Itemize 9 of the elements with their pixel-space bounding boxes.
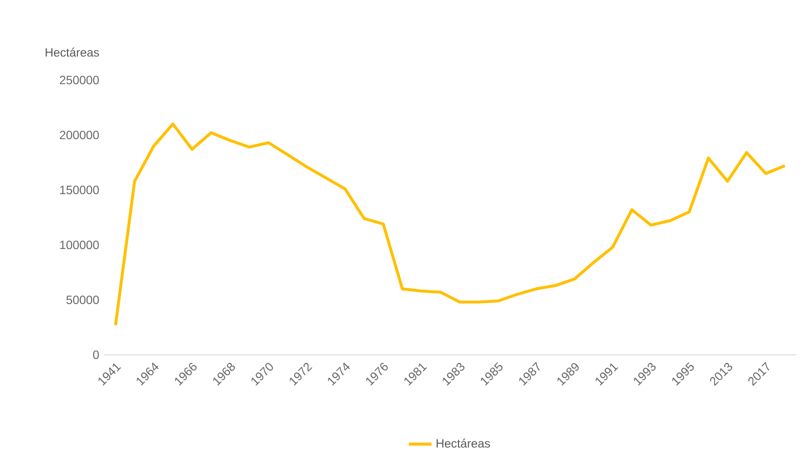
- y-tick-label: 200000: [60, 130, 99, 140]
- y-axis-title: Hectáreas: [46, 48, 99, 57]
- y-tick-label: 250000: [60, 76, 99, 85]
- y-tick-label: 50000: [66, 296, 99, 304]
- line-series: [114, 122, 786, 327]
- legend-label: Hectáreas: [436, 438, 490, 448]
- y-tick-label: 100000: [60, 240, 99, 250]
- y-tick-label: 0: [93, 350, 99, 360]
- y-tick-label: 150000: [60, 186, 99, 194]
